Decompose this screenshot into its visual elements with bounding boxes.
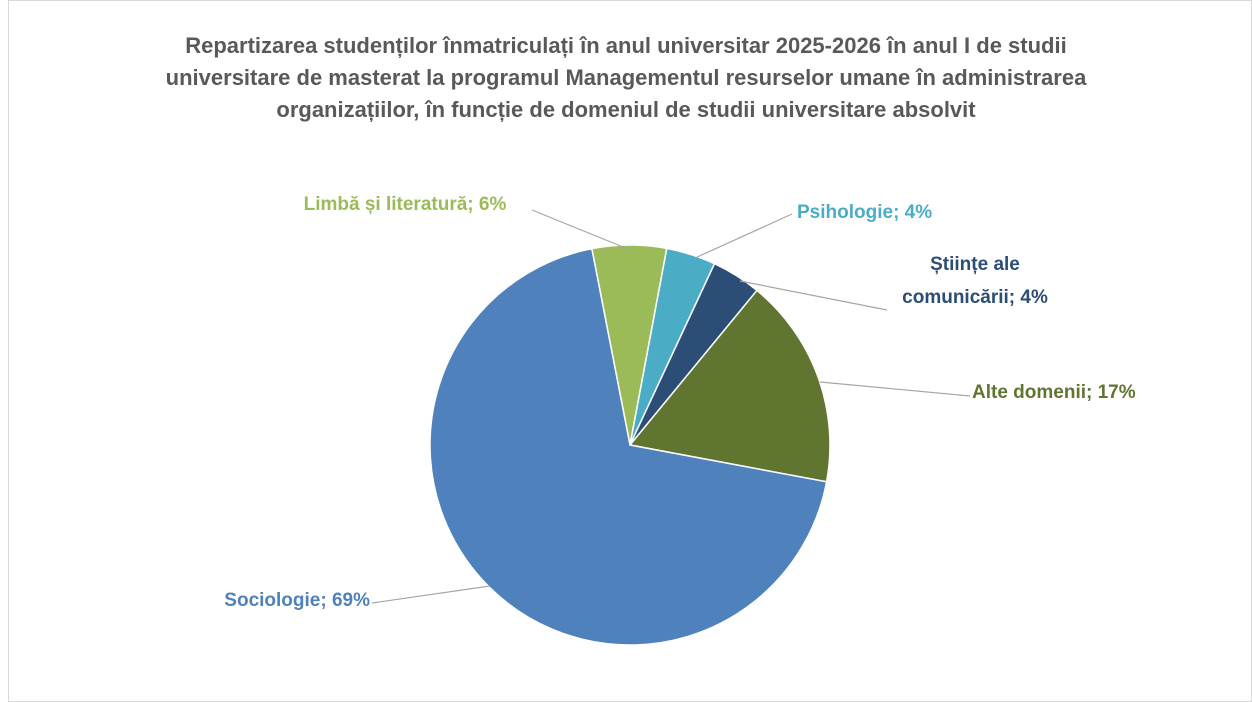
pie-slice: [628, 289, 831, 483]
pie-slice: [429, 247, 828, 646]
data-label: Psihologie; 4%: [797, 202, 933, 223]
data-label: Limbă și literatură; 6%: [303, 194, 507, 215]
leader-line: [739, 280, 888, 311]
data-label: Științe ale comunicării; 4%: [902, 254, 1048, 308]
leader-line: [531, 209, 629, 250]
leader-line: [371, 585, 491, 604]
data-label: Sociologie; 69%: [224, 590, 370, 611]
data-label: Alte domenii; 17%: [972, 382, 1136, 403]
leader-line: [694, 213, 793, 259]
chart-title: Repartizarea studenților înmatriculați î…: [165, 33, 1087, 122]
leader-line: [819, 381, 971, 397]
